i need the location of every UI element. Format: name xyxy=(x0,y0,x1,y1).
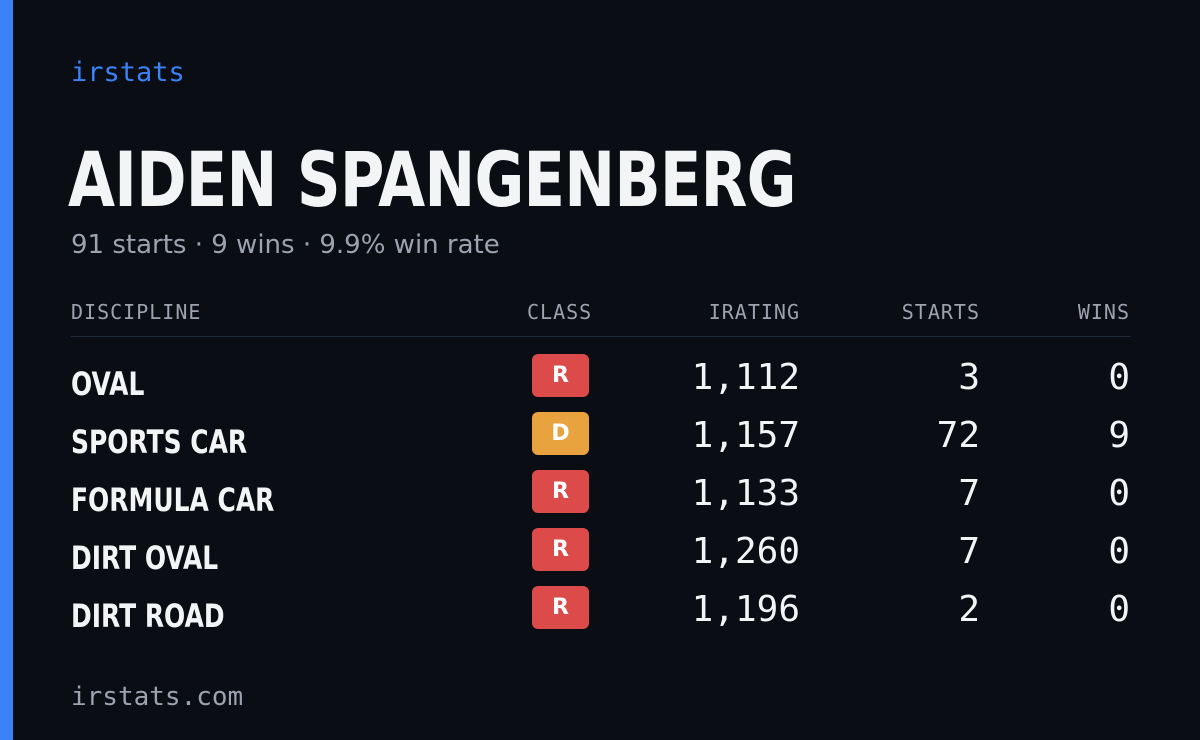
brand-logo[interactable]: irstats xyxy=(71,57,185,88)
header-irating: IRATING xyxy=(708,300,800,324)
discipline-name: DIRT ROAD xyxy=(71,597,225,635)
class-badge: R xyxy=(532,528,589,571)
starts-value: 3 xyxy=(958,357,980,398)
table-row: DIRT OVAL R 1,260 7 0 xyxy=(71,528,1131,586)
table-row: OVAL R 1,112 3 0 xyxy=(71,354,1131,412)
class-badge: R xyxy=(532,470,589,513)
starts-value: 72 xyxy=(936,415,980,456)
starts-value: 7 xyxy=(958,531,980,572)
class-badge: R xyxy=(532,586,589,629)
discipline-table: OVAL R 1,112 3 0 SPORTS CAR D 1,157 72 9… xyxy=(71,354,1131,644)
player-summary: 91 starts · 9 wins · 9.9% win rate xyxy=(71,230,500,260)
irating-value: 1,196 xyxy=(691,589,800,630)
irating-value: 1,133 xyxy=(691,473,800,514)
wins-value: 9 xyxy=(1108,415,1130,456)
header-class: CLASS xyxy=(527,300,593,324)
header-discipline: DISCIPLINE xyxy=(71,300,202,324)
player-name: AIDEN SPANGENBERG xyxy=(68,135,797,224)
table-row: FORMULA CAR R 1,133 7 0 xyxy=(71,470,1131,528)
wins-value: 0 xyxy=(1108,357,1130,398)
discipline-name: FORMULA CAR xyxy=(71,481,275,519)
class-badge: D xyxy=(532,412,589,455)
header-divider xyxy=(71,336,1131,337)
irating-value: 1,112 xyxy=(691,357,800,398)
wins-value: 0 xyxy=(1108,589,1130,630)
starts-value: 2 xyxy=(958,589,980,630)
accent-bar xyxy=(0,0,13,740)
irating-value: 1,157 xyxy=(691,415,800,456)
discipline-name: OVAL xyxy=(71,365,145,403)
footer-url[interactable]: irstats.com xyxy=(71,682,244,712)
irating-value: 1,260 xyxy=(691,531,800,572)
wins-value: 0 xyxy=(1108,473,1130,514)
table-row: SPORTS CAR D 1,157 72 9 xyxy=(71,412,1131,470)
wins-value: 0 xyxy=(1108,531,1130,572)
header-starts: STARTS xyxy=(901,300,980,324)
class-badge: R xyxy=(532,354,589,397)
discipline-name: DIRT OVAL xyxy=(71,539,219,577)
table-row: DIRT ROAD R 1,196 2 0 xyxy=(71,586,1131,644)
table-header: DISCIPLINE CLASS IRATING STARTS WINS xyxy=(71,300,1131,328)
discipline-name: SPORTS CAR xyxy=(71,423,248,461)
header-wins: WINS xyxy=(1077,300,1130,324)
starts-value: 7 xyxy=(958,473,980,514)
